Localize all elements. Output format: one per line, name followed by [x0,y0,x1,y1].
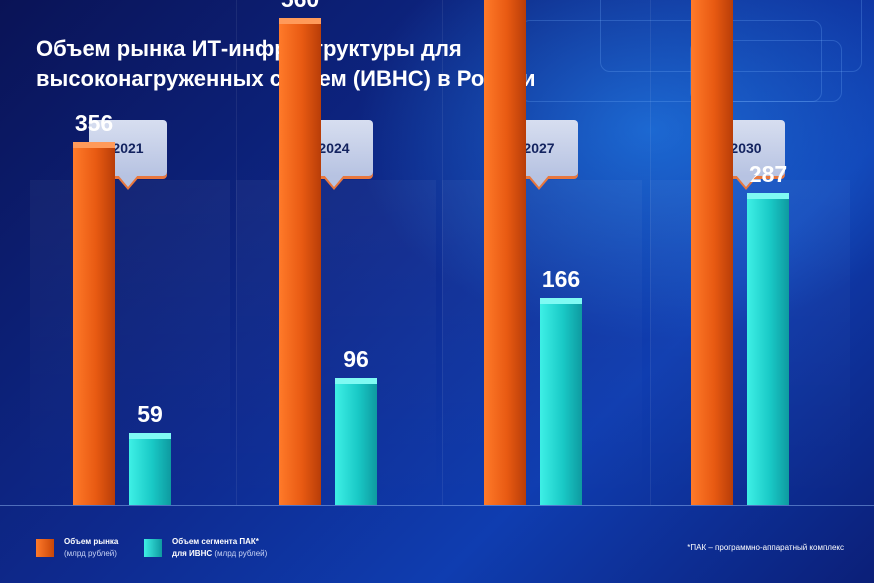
segment-value-label-2021: 59 [137,401,163,428]
decorative-circuit-line [690,40,842,102]
bar-front-face [129,439,171,505]
segment-value-label-2027: 166 [541,266,581,292]
market-value-label-2021: 356 [74,110,114,137]
legend-swatch-segment [144,539,162,557]
legend-item-market: Объем рынка (млрд рублей) [36,536,118,560]
market-bar-2030 [691,0,733,505]
chart-title-line: Объем рынка ИТ-инфраструктуры для [36,36,462,61]
market-bar-2027 [484,0,526,505]
bar-top-face [540,298,582,304]
bar-front-face [747,198,789,505]
market-bar-2021 [73,142,115,505]
segment-bar-2027 [540,298,582,505]
legend-label-segment: Объем сегмента ПАК* [172,537,259,546]
segment-value-label-2030: 287 [748,160,788,187]
legend-swatch-market [36,539,54,557]
legend-unit-segment: (млрд рублей) [214,549,268,558]
segment-bar-2021 [129,433,171,505]
segment-value-label-2024: 96 [343,346,369,373]
legend-label-market: Объем рынка [64,537,119,546]
legend-unit-market: (млрд рублей) [64,549,117,558]
bar-front-face [691,0,733,505]
market-bar-2024 [279,17,321,505]
bar-top-face [747,192,789,199]
column-divider [650,0,651,505]
chart-baseline [0,505,874,506]
column-divider [236,0,237,505]
bar-top-face [73,142,115,149]
bar-front-face [484,0,526,505]
legend-label-segment-2: для ИВНС [172,549,213,558]
bar-top-face [129,433,171,440]
bar-front-face [540,304,582,505]
bar-front-face [279,23,321,505]
bar-top-face [279,17,321,24]
bar-front-face [335,384,377,505]
bar-top-face [335,378,377,385]
legend-text-market: Объем рынка (млрд рублей) [64,536,118,560]
market-value-label-2024: 560 [250,0,350,13]
bar-front-face [73,148,115,505]
segment-bar-2024 [335,378,377,505]
legend-text-segment: Объем сегмента ПАК* для ИВНС (млрд рубле… [172,536,267,560]
column-divider [442,0,443,505]
legend-item-segment: Объем сегмента ПАК* для ИВНС (млрд рубле… [144,536,267,560]
segment-bar-2030 [747,192,789,505]
footnote: *ПАК – программно-аппаратный комплекс [687,543,844,552]
